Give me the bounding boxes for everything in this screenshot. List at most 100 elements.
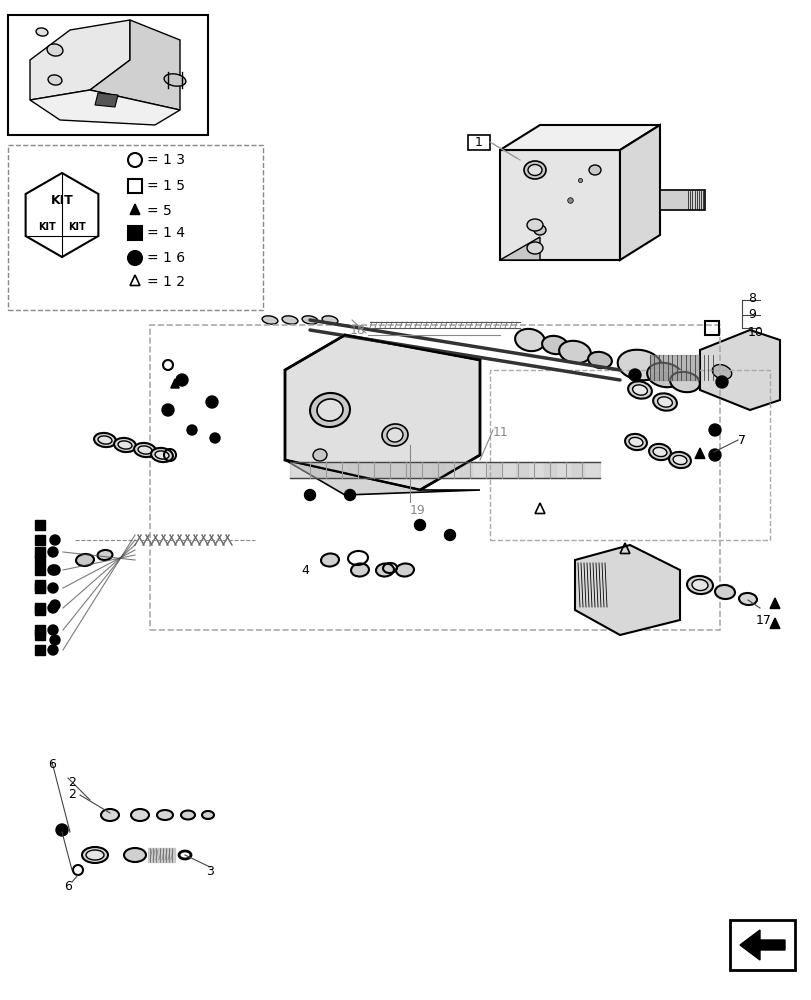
Polygon shape (769, 598, 779, 608)
Bar (35, 603, 45, 613)
Ellipse shape (302, 316, 318, 324)
Polygon shape (500, 125, 659, 150)
Text: 8: 8 (747, 292, 755, 304)
Bar (704, 321, 718, 335)
Ellipse shape (320, 553, 338, 567)
Circle shape (48, 547, 58, 557)
Ellipse shape (514, 329, 544, 351)
Text: 4: 4 (301, 564, 308, 576)
Text: 9: 9 (747, 308, 755, 322)
Polygon shape (285, 460, 479, 495)
Text: 7: 7 (737, 434, 745, 446)
Ellipse shape (86, 850, 104, 860)
Text: 6: 6 (64, 880, 72, 894)
Ellipse shape (738, 593, 756, 605)
Bar (35, 580, 45, 590)
Ellipse shape (124, 848, 146, 862)
Ellipse shape (632, 385, 646, 395)
Bar (35, 583, 45, 593)
Text: 11: 11 (492, 426, 508, 438)
Ellipse shape (672, 455, 686, 465)
Ellipse shape (657, 397, 672, 407)
Ellipse shape (629, 437, 642, 447)
Circle shape (187, 425, 197, 435)
Polygon shape (30, 20, 130, 100)
Ellipse shape (587, 352, 611, 368)
Ellipse shape (686, 576, 712, 594)
Text: 1: 1 (474, 136, 483, 149)
Bar (35, 547, 45, 557)
Ellipse shape (668, 452, 690, 468)
Ellipse shape (134, 443, 156, 457)
Bar (729, 920, 794, 970)
Ellipse shape (648, 444, 670, 460)
Text: 6: 6 (48, 758, 56, 772)
Ellipse shape (669, 372, 699, 392)
Ellipse shape (652, 393, 676, 411)
Circle shape (629, 369, 640, 381)
Circle shape (48, 565, 58, 575)
Ellipse shape (711, 365, 731, 379)
Bar (35, 535, 45, 545)
Ellipse shape (76, 554, 94, 566)
Ellipse shape (628, 381, 651, 399)
Ellipse shape (97, 550, 113, 560)
Bar (35, 645, 45, 655)
Text: = 1 4: = 1 4 (147, 226, 185, 240)
Text: 18: 18 (350, 324, 366, 336)
Polygon shape (26, 173, 98, 257)
Ellipse shape (526, 219, 543, 231)
Polygon shape (285, 335, 479, 490)
Ellipse shape (523, 161, 545, 179)
Bar (35, 555, 45, 565)
Circle shape (50, 565, 60, 575)
Ellipse shape (559, 341, 590, 363)
Ellipse shape (181, 810, 195, 819)
Polygon shape (699, 330, 779, 410)
Bar (35, 630, 45, 640)
Circle shape (176, 374, 188, 386)
Ellipse shape (316, 399, 342, 421)
Bar (128, 179, 142, 193)
Ellipse shape (396, 563, 414, 577)
Ellipse shape (151, 448, 173, 462)
Ellipse shape (262, 316, 277, 324)
Polygon shape (694, 448, 704, 458)
Text: 2: 2 (68, 776, 75, 788)
Circle shape (50, 535, 60, 545)
Text: KIT: KIT (38, 222, 56, 232)
Circle shape (48, 583, 58, 593)
Bar (35, 565, 45, 575)
Ellipse shape (118, 441, 132, 449)
Circle shape (48, 603, 58, 613)
Polygon shape (574, 545, 679, 635)
Ellipse shape (381, 424, 407, 446)
Polygon shape (500, 237, 539, 260)
Polygon shape (130, 204, 139, 215)
Ellipse shape (542, 336, 567, 354)
Polygon shape (90, 20, 180, 110)
Ellipse shape (624, 434, 646, 450)
Circle shape (414, 520, 425, 530)
Ellipse shape (310, 393, 350, 427)
Circle shape (48, 645, 58, 655)
Ellipse shape (36, 28, 48, 36)
Ellipse shape (646, 363, 682, 387)
Circle shape (56, 824, 68, 836)
Ellipse shape (281, 316, 298, 324)
Ellipse shape (157, 810, 173, 820)
Ellipse shape (691, 579, 707, 591)
Ellipse shape (98, 436, 112, 444)
Ellipse shape (526, 242, 543, 254)
Text: = 1 3: = 1 3 (147, 153, 185, 167)
Text: KIT: KIT (50, 194, 73, 207)
Text: = 5: = 5 (147, 204, 172, 218)
Circle shape (128, 251, 142, 265)
Circle shape (50, 635, 60, 645)
Text: 19: 19 (410, 504, 425, 516)
Ellipse shape (114, 438, 135, 452)
Ellipse shape (138, 446, 152, 454)
Ellipse shape (350, 563, 368, 577)
Ellipse shape (82, 847, 108, 863)
Bar (8, 15, 208, 135)
